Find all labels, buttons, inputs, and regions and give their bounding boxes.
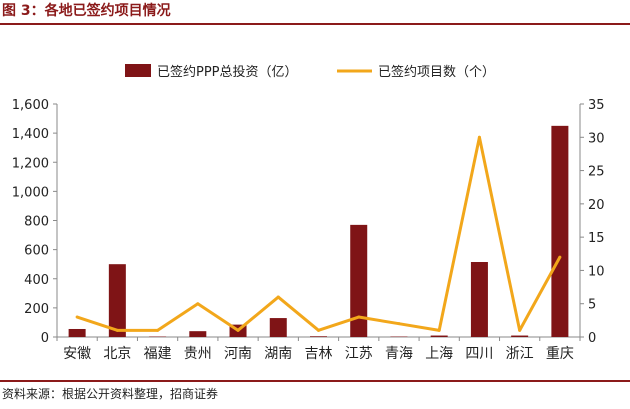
left-tick-label: 400 <box>24 273 49 288</box>
right-tick-label: 5 <box>588 298 596 313</box>
bar <box>108 264 126 337</box>
x-tick-label: 安徽 <box>63 346 91 362</box>
bar <box>430 335 448 337</box>
x-tick-label: 四川 <box>465 346 493 362</box>
bar <box>269 318 287 337</box>
line-point <box>357 315 361 319</box>
x-tick-label: 湖南 <box>264 346 292 362</box>
left-tick-label: 1,200 <box>12 156 49 171</box>
chart-title: 图 3：各地已签约项目情况 <box>2 3 171 19</box>
legend-label-bar: 已签约PPP总投资（亿） <box>157 64 298 80</box>
x-tick-label: 北京 <box>103 346 131 362</box>
x-tick-label: 河南 <box>224 346 252 362</box>
x-tick-label: 青海 <box>385 346 413 362</box>
line-point <box>397 322 401 326</box>
line-point <box>518 328 522 332</box>
line-point <box>276 295 280 299</box>
left-tick-label: 200 <box>24 302 49 317</box>
left-tick-label: 600 <box>24 244 49 259</box>
left-tick-label: 1,600 <box>12 98 49 113</box>
chart: 0 200 400 600 800 1,000 1,200 1,400 1,600 0 5 10 15 2… <box>12 64 605 362</box>
line-point <box>477 135 481 139</box>
line-point <box>156 328 160 332</box>
bar <box>310 336 327 337</box>
line-point <box>558 255 562 259</box>
right-tick-label: 15 <box>588 231 605 246</box>
right-tick-label: 30 <box>588 131 605 146</box>
x-tick-label: 江苏 <box>345 346 373 362</box>
line-point <box>317 328 320 332</box>
footer-divider <box>0 380 630 382</box>
x-tick-label: 贵州 <box>184 346 212 362</box>
line-point <box>75 315 79 319</box>
right-tick-label: 0 <box>588 331 596 346</box>
x-tick-label: 吉林 <box>305 346 333 362</box>
left-tick-label: 1,000 <box>12 185 49 200</box>
bar <box>350 224 368 337</box>
right-tick-label: 20 <box>588 198 605 213</box>
bar <box>470 262 488 337</box>
left-tick-label: 800 <box>24 215 49 230</box>
bar <box>511 335 529 337</box>
line-point <box>437 328 441 332</box>
x-tick-label: 上海 <box>425 346 453 362</box>
right-tick-label: 25 <box>588 165 605 180</box>
bar <box>68 328 86 337</box>
right-tick-label: 35 <box>588 98 605 113</box>
source-note: 资料来源：根据公开资料整理，招商证券 <box>2 387 219 401</box>
line-point <box>236 328 240 332</box>
x-tick-label: 福建 <box>144 346 172 362</box>
line-point <box>196 302 200 306</box>
title-divider <box>0 23 630 25</box>
legend-swatch-bar <box>125 64 151 77</box>
right-tick-label: 10 <box>588 264 605 279</box>
line-point <box>115 328 119 332</box>
x-tick-label: 浙江 <box>506 346 534 362</box>
left-tick-label: 1,400 <box>12 127 49 142</box>
bar <box>551 125 569 337</box>
left-tick-label: 0 <box>41 331 49 346</box>
x-tick-label: 重庆 <box>546 346 574 362</box>
legend-label-line: 已签约项目数（个） <box>378 64 495 80</box>
bar <box>189 331 207 337</box>
